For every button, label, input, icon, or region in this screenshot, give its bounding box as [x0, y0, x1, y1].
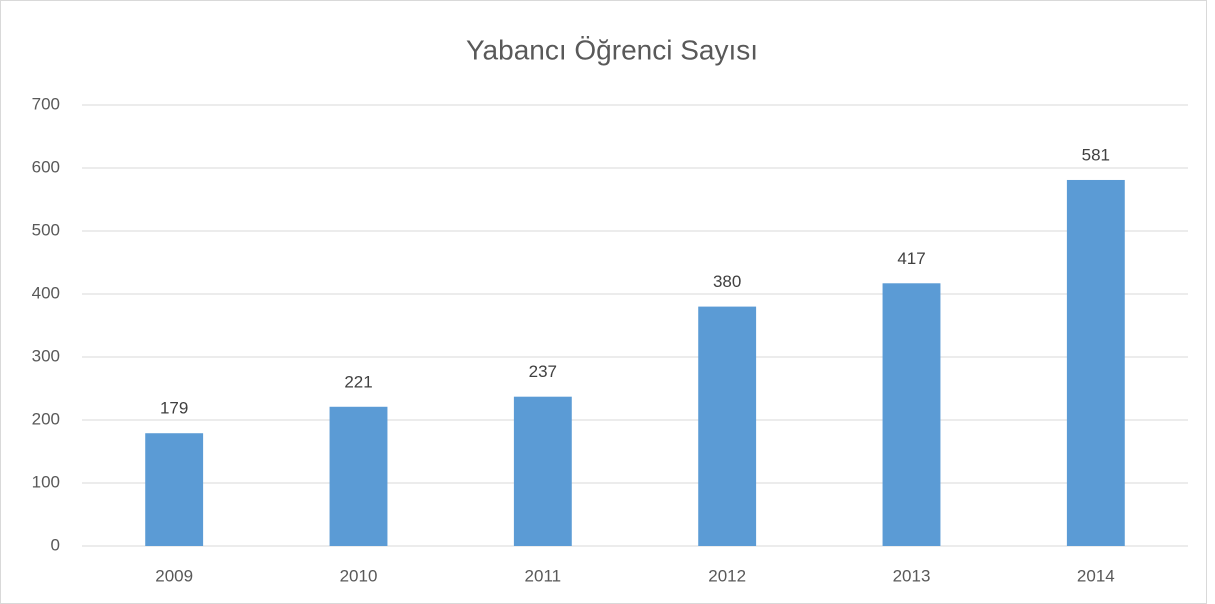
bar — [1066, 179, 1125, 546]
y-tick-label: 100 — [32, 472, 60, 491]
bar — [513, 396, 572, 546]
bar — [698, 306, 757, 546]
x-tick-label: 2013 — [893, 566, 931, 585]
y-tick-label: 0 — [51, 535, 60, 554]
data-label: 380 — [713, 272, 741, 291]
x-tick-label: 2009 — [155, 566, 193, 585]
y-tick-label: 400 — [32, 283, 60, 302]
y-tick-label: 300 — [32, 346, 60, 365]
data-label: 179 — [160, 399, 188, 418]
chart-title: Yabancı Öğrenci Sayısı — [466, 34, 758, 65]
data-label: 417 — [897, 249, 925, 268]
x-tick-label: 2011 — [525, 566, 562, 585]
bar — [882, 283, 941, 546]
y-tick-label: 700 — [32, 94, 60, 113]
x-tick-label: 2010 — [340, 566, 378, 585]
y-tick-label: 600 — [32, 157, 60, 176]
y-tick-label: 200 — [32, 409, 60, 428]
x-tick-label: 2014 — [1077, 566, 1115, 585]
x-tick-label: 2012 — [708, 566, 746, 585]
data-label: 237 — [529, 362, 557, 381]
bar — [329, 406, 388, 546]
data-label: 581 — [1082, 145, 1110, 164]
bar — [145, 433, 204, 546]
y-tick-label: 500 — [32, 220, 60, 239]
data-label: 221 — [344, 372, 372, 391]
